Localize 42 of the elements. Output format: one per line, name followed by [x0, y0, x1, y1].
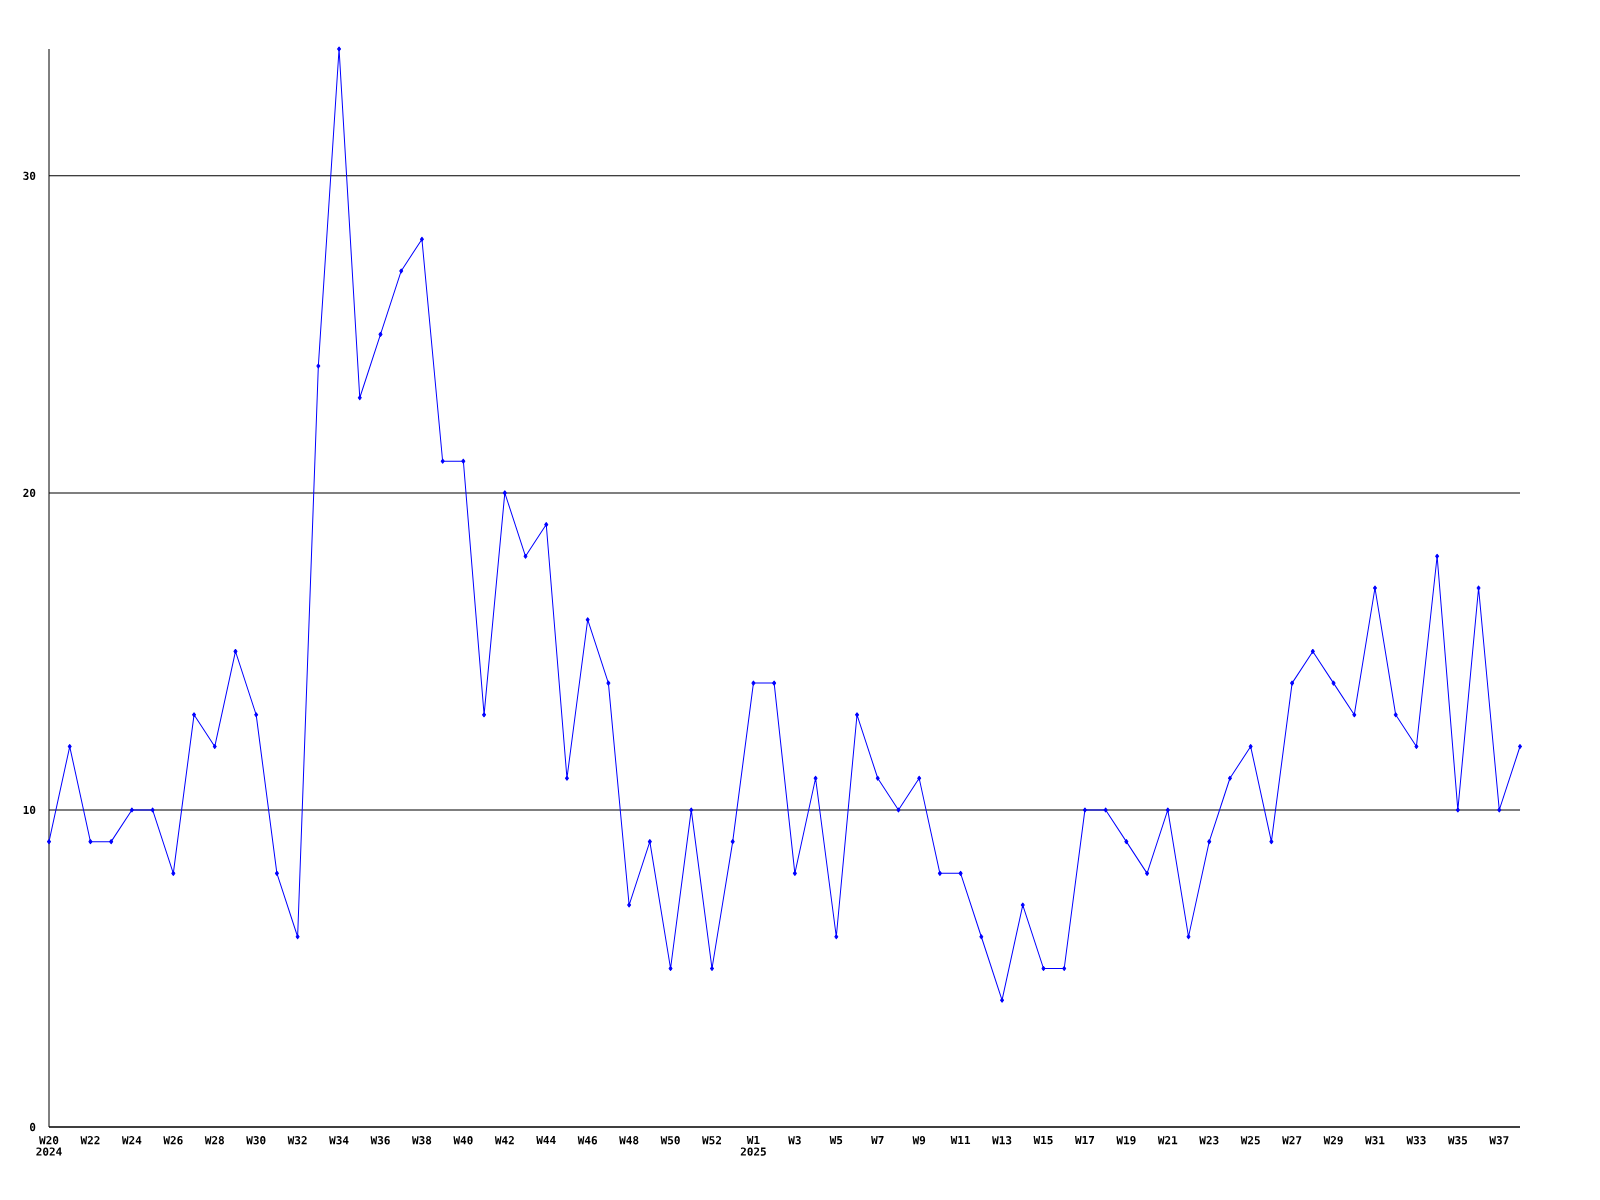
x-tick-label: W22	[80, 1136, 100, 1145]
x-tick-label: W13	[992, 1136, 1012, 1145]
x-tick-label: W23	[1199, 1136, 1219, 1145]
x-tick-label: W26	[163, 1136, 183, 1145]
x-tick-label: W30	[246, 1136, 266, 1145]
x-tick-label: W5	[829, 1136, 843, 1145]
x-tick-label: W15	[1033, 1136, 1053, 1145]
y-tick-label: 20	[23, 488, 36, 498]
x-tick-label: W9	[912, 1136, 926, 1145]
x-tick-label: W24	[121, 1136, 142, 1145]
x-tick-label: W17	[1074, 1136, 1095, 1145]
x-tick-label: W38	[412, 1136, 432, 1145]
x-tick-label: W20	[39, 1136, 59, 1145]
x-tick-label: W29	[1323, 1136, 1343, 1145]
x-tick-label: W52	[702, 1136, 722, 1145]
x-tick-label: W44	[536, 1136, 556, 1145]
x-tick-label: W21	[1157, 1136, 1178, 1145]
x-tick-label: W37	[1489, 1136, 1509, 1145]
x-tick-label: W34	[329, 1136, 349, 1145]
text: 2025	[740, 1147, 766, 1156]
x-tick-label: W42	[494, 1136, 514, 1145]
y-tick-label: 10	[23, 805, 36, 815]
x-tick-label: W28	[204, 1136, 224, 1145]
x-tick-label: W33	[1406, 1136, 1426, 1145]
x-tick-label: W25	[1240, 1136, 1260, 1145]
x-tick-label: W32	[287, 1136, 307, 1145]
x-tick-label: W3	[788, 1136, 801, 1145]
x-tick-label: W11	[950, 1136, 971, 1145]
x-tick-label: W46	[577, 1136, 598, 1145]
x-tick-label: W50	[660, 1136, 680, 1145]
x-tick-label: W19	[1116, 1136, 1136, 1145]
x-tick-label: W35	[1447, 1136, 1468, 1145]
x-tick-label: W1	[746, 1136, 760, 1145]
x-tick-label: W31	[1365, 1136, 1385, 1145]
x-tick-label: W7	[871, 1136, 884, 1145]
y-tick-label: 0	[29, 1122, 36, 1132]
x-tick-label: W48	[619, 1136, 639, 1145]
x-tick-label: W40	[453, 1136, 473, 1145]
x-tick-label: W27	[1282, 1136, 1302, 1145]
y-tick-label: 30	[23, 171, 36, 180]
text: 2024	[36, 1147, 62, 1156]
x-tick-label: W36	[370, 1136, 390, 1145]
